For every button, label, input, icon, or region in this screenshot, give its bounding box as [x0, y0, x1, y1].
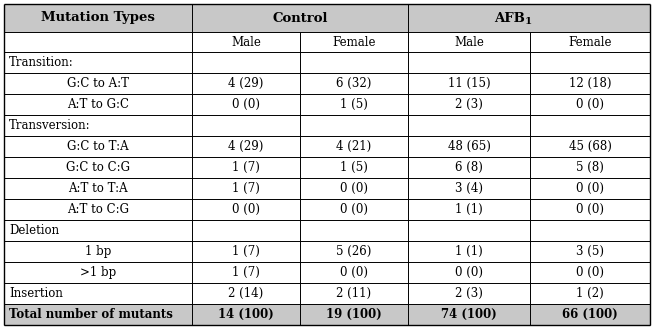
Text: 0 (0): 0 (0): [455, 266, 483, 279]
Text: 6 (32): 6 (32): [336, 77, 371, 90]
Text: G:C to C:G: G:C to C:G: [66, 161, 130, 174]
Text: Female: Female: [568, 36, 611, 48]
Text: 48 (65): 48 (65): [447, 140, 490, 153]
Text: 2 (3): 2 (3): [455, 98, 483, 111]
Text: Female: Female: [332, 36, 376, 48]
Bar: [408, 4, 650, 32]
Text: 1 (7): 1 (7): [232, 182, 260, 195]
Text: 0 (0): 0 (0): [576, 182, 604, 195]
Text: 1 (1): 1 (1): [455, 245, 483, 258]
Text: 14 (100): 14 (100): [218, 308, 274, 321]
Bar: [4, 32, 650, 52]
Text: 66 (100): 66 (100): [562, 308, 618, 321]
Text: 4 (21): 4 (21): [336, 140, 371, 153]
Text: A:T to G:C: A:T to G:C: [67, 98, 129, 111]
Text: 0 (0): 0 (0): [576, 203, 604, 216]
Text: Transition:: Transition:: [9, 56, 74, 69]
Text: 11 (15): 11 (15): [448, 77, 490, 90]
Text: 0 (0): 0 (0): [340, 182, 368, 195]
Text: A:T to T:A: A:T to T:A: [68, 182, 128, 195]
Text: 19 (100): 19 (100): [326, 308, 382, 321]
Text: 3 (5): 3 (5): [576, 245, 604, 258]
Text: 4 (29): 4 (29): [228, 140, 264, 153]
Text: 1 (1): 1 (1): [455, 203, 483, 216]
Text: 2 (3): 2 (3): [455, 287, 483, 300]
Text: 1 (7): 1 (7): [232, 161, 260, 174]
Text: 1 (5): 1 (5): [340, 161, 368, 174]
Text: A:T to C:G: A:T to C:G: [67, 203, 129, 216]
Text: G:C to T:A: G:C to T:A: [67, 140, 129, 153]
Text: 74 (100): 74 (100): [441, 308, 497, 321]
Text: Mutation Types: Mutation Types: [41, 12, 155, 24]
Text: 0 (0): 0 (0): [340, 266, 368, 279]
Text: Total number of mutants: Total number of mutants: [9, 308, 173, 321]
Text: 45 (68): 45 (68): [568, 140, 611, 153]
Text: Male: Male: [454, 36, 484, 48]
Text: AFB: AFB: [494, 12, 525, 24]
Text: 1 (7): 1 (7): [232, 245, 260, 258]
Bar: [4, 304, 650, 325]
Text: 1 (7): 1 (7): [232, 266, 260, 279]
Text: 3 (4): 3 (4): [455, 182, 483, 195]
Text: 4 (29): 4 (29): [228, 77, 264, 90]
Text: Insertion: Insertion: [9, 287, 63, 300]
Text: 1 (5): 1 (5): [340, 98, 368, 111]
Text: 0 (0): 0 (0): [576, 98, 604, 111]
Text: 1 bp: 1 bp: [85, 245, 111, 258]
Text: G:C to A:T: G:C to A:T: [67, 77, 129, 90]
Text: 1 (2): 1 (2): [576, 287, 604, 300]
Bar: [192, 4, 408, 32]
Text: 2 (14): 2 (14): [228, 287, 264, 300]
Text: Deletion: Deletion: [9, 224, 59, 237]
Text: 2 (11): 2 (11): [336, 287, 371, 300]
Text: 0 (0): 0 (0): [232, 98, 260, 111]
Text: 12 (18): 12 (18): [569, 77, 611, 90]
Text: Transversion:: Transversion:: [9, 119, 91, 132]
Text: Control: Control: [272, 12, 328, 24]
Text: 0 (0): 0 (0): [576, 266, 604, 279]
Text: 6 (8): 6 (8): [455, 161, 483, 174]
Text: Male: Male: [231, 36, 261, 48]
Text: 5 (26): 5 (26): [336, 245, 371, 258]
Text: >1 bp: >1 bp: [80, 266, 116, 279]
Text: 0 (0): 0 (0): [340, 203, 368, 216]
Text: 5 (8): 5 (8): [576, 161, 604, 174]
Text: 0 (0): 0 (0): [232, 203, 260, 216]
Bar: [4, 4, 192, 32]
Text: 1: 1: [525, 16, 532, 26]
